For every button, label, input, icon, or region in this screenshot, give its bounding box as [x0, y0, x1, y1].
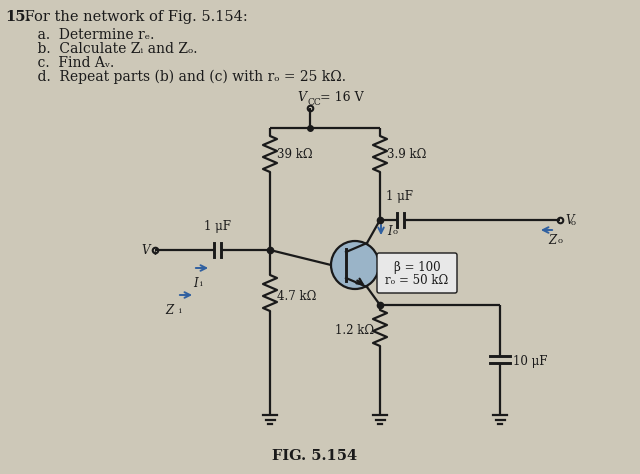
Text: CC: CC: [308, 98, 322, 107]
Text: i: i: [200, 280, 203, 288]
Text: V: V: [297, 91, 306, 104]
Text: a.  Determine rₑ.: a. Determine rₑ.: [20, 28, 154, 42]
Text: I: I: [387, 225, 392, 238]
Text: 10 μF: 10 μF: [513, 356, 547, 368]
Text: o: o: [558, 237, 563, 245]
Text: = 16 V: = 16 V: [320, 91, 364, 104]
Text: β = 100: β = 100: [394, 261, 440, 273]
Text: Z: Z: [548, 234, 556, 247]
Text: 1 μF: 1 μF: [204, 220, 230, 233]
Text: o: o: [571, 219, 576, 227]
Text: 3.9 kΩ: 3.9 kΩ: [387, 147, 426, 161]
Text: FIG. 5.154: FIG. 5.154: [273, 449, 358, 463]
Text: V: V: [565, 213, 573, 227]
Text: 1 μF: 1 μF: [387, 190, 413, 203]
FancyBboxPatch shape: [377, 253, 457, 293]
Text: I: I: [193, 277, 197, 290]
Text: 4.7 kΩ: 4.7 kΩ: [277, 291, 316, 303]
Text: o: o: [393, 228, 398, 236]
Text: 15.: 15.: [5, 10, 31, 24]
Text: 39 kΩ: 39 kΩ: [277, 147, 312, 161]
Text: Z: Z: [165, 304, 173, 317]
Text: i: i: [154, 249, 157, 257]
Text: b.  Calculate Zᵢ and Zₒ.: b. Calculate Zᵢ and Zₒ.: [20, 42, 198, 56]
Text: For the network of Fig. 5.154:: For the network of Fig. 5.154:: [20, 10, 248, 24]
Text: c.  Find Aᵥ.: c. Find Aᵥ.: [20, 56, 115, 70]
Text: V: V: [141, 244, 150, 256]
Text: 1.2 kΩ: 1.2 kΩ: [335, 323, 374, 337]
Circle shape: [331, 241, 379, 289]
Text: rₒ = 50 kΩ: rₒ = 50 kΩ: [385, 274, 449, 288]
Text: d.  Repeat parts (b) and (c) with rₒ = 25 kΩ.: d. Repeat parts (b) and (c) with rₒ = 25…: [20, 70, 346, 84]
Text: i: i: [179, 307, 182, 315]
